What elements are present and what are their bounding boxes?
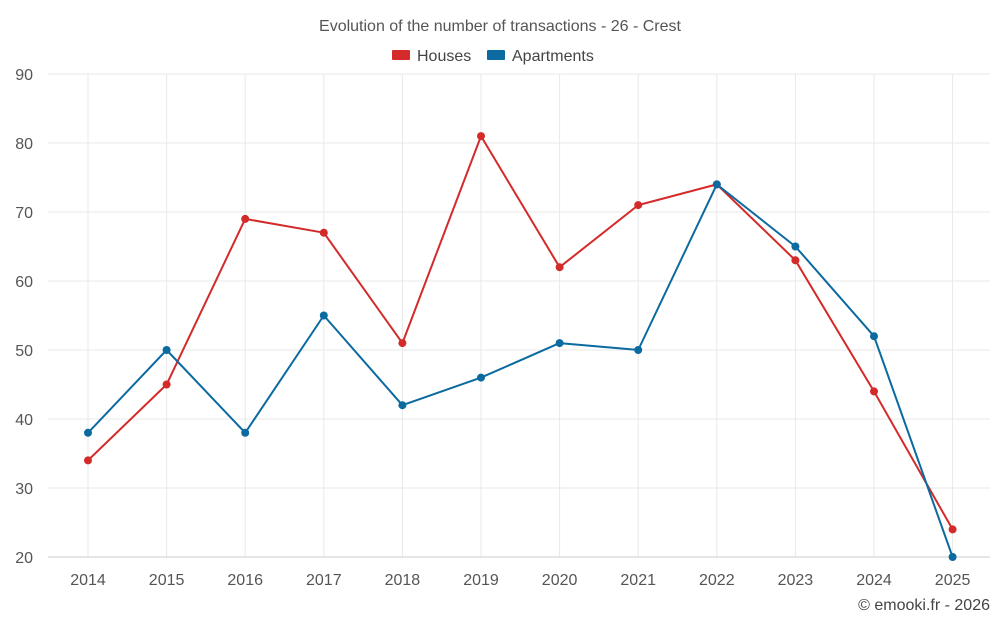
data-point-houses[interactable] [241, 214, 250, 223]
data-point-houses[interactable] [398, 339, 407, 348]
data-point-apartments[interactable] [162, 346, 171, 354]
data-point-houses[interactable] [555, 263, 564, 272]
data-point-apartments[interactable] [84, 428, 92, 437]
x-tick-label: 2021 [620, 572, 656, 589]
x-tick-label: 2015 [149, 572, 185, 589]
legend-label-apartments[interactable]: Apartments [512, 48, 594, 65]
x-tick-label: 2019 [463, 572, 499, 589]
x-tick-label: 2018 [385, 572, 421, 589]
legend-swatch-apartments[interactable] [487, 50, 505, 60]
data-point-apartments[interactable] [634, 346, 643, 354]
series-houses [84, 132, 957, 534]
data-point-houses[interactable] [791, 256, 800, 265]
data-point-apartments[interactable] [948, 553, 957, 561]
credit-text: © emooki.fr - 2026 [858, 597, 990, 614]
data-point-apartments[interactable] [870, 332, 878, 341]
y-tick-label: 30 [15, 481, 33, 498]
x-tick-label: 2014 [70, 572, 106, 589]
y-tick-label: 20 [15, 550, 33, 567]
data-point-houses[interactable] [319, 228, 328, 237]
data-series [84, 132, 957, 561]
data-point-apartments[interactable] [398, 401, 407, 410]
data-point-apartments[interactable] [241, 428, 250, 437]
y-tick-label: 80 [15, 136, 33, 153]
data-point-houses[interactable] [477, 132, 485, 141]
legend-swatch-houses[interactable] [392, 50, 410, 60]
x-tick-label: 2024 [856, 572, 892, 589]
y-tick-label: 70 [15, 205, 33, 222]
x-tick-label: 2022 [699, 572, 735, 589]
data-point-apartments[interactable] [712, 180, 721, 189]
chart-legend[interactable]: Houses Apartments [392, 48, 594, 65]
series-line-houses [87, 135, 954, 530]
y-tick-label: 50 [15, 343, 33, 360]
data-point-apartments[interactable] [477, 373, 485, 382]
data-point-houses[interactable] [84, 456, 92, 465]
y-axis-tick-labels: 20 30 40 50 60 70 80 90 [15, 67, 33, 567]
series-line-apartments [87, 183, 954, 558]
y-tick-label: 60 [15, 274, 33, 291]
series-apartments [84, 180, 957, 561]
chart-title: Evolution of the number of transactions … [319, 18, 682, 35]
data-point-houses[interactable] [948, 525, 957, 534]
data-point-apartments[interactable] [319, 311, 328, 320]
y-tick-label: 90 [15, 67, 33, 84]
x-tick-label: 2020 [542, 572, 578, 589]
data-point-apartments[interactable] [555, 339, 564, 348]
data-point-houses[interactable] [870, 387, 878, 396]
x-tick-label: 2016 [227, 572, 263, 589]
x-tick-label: 2017 [306, 572, 342, 589]
legend-label-houses[interactable]: Houses [417, 48, 471, 65]
data-point-houses[interactable] [634, 201, 643, 210]
grid-lines [48, 73, 990, 557]
x-tick-label: 2023 [778, 572, 814, 589]
y-tick-label: 40 [15, 412, 33, 429]
data-point-houses[interactable] [162, 380, 171, 389]
data-point-apartments[interactable] [791, 242, 800, 251]
x-tick-label: 2025 [935, 572, 971, 589]
x-axis-tick-labels: 2014 2015 2016 2017 2018 2019 2020 2021 2022 2023… [70, 572, 970, 589]
